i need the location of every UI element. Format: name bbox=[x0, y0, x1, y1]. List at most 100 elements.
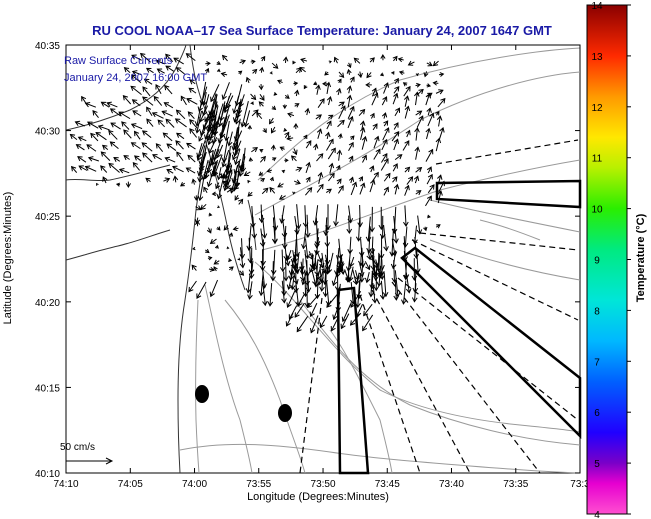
current-vector bbox=[180, 182, 186, 187]
current-vector bbox=[393, 138, 400, 151]
current-vector bbox=[333, 56, 339, 64]
colorbar-tick-label: 13 bbox=[591, 52, 603, 63]
current-vector bbox=[292, 148, 298, 156]
current-vector bbox=[426, 166, 432, 174]
current-vector bbox=[294, 215, 300, 235]
current-vector bbox=[133, 130, 141, 140]
current-vector bbox=[301, 226, 307, 250]
current-vector bbox=[106, 101, 118, 108]
current-vector bbox=[293, 81, 299, 86]
current-vector bbox=[338, 105, 346, 120]
current-vector bbox=[425, 92, 432, 106]
current-vector bbox=[354, 270, 360, 281]
current-vector bbox=[187, 111, 195, 120]
current-vector bbox=[175, 140, 184, 150]
current-vector bbox=[100, 101, 110, 108]
current-vector bbox=[100, 165, 108, 173]
current-vector bbox=[194, 220, 201, 227]
current-vector bbox=[305, 140, 312, 149]
current-vector bbox=[237, 257, 241, 261]
current-vector bbox=[285, 312, 294, 327]
scale-arrow-label: 50 cm/s bbox=[60, 442, 95, 453]
current-vector bbox=[319, 315, 328, 329]
current-vector bbox=[357, 71, 363, 79]
current-vector bbox=[404, 166, 411, 173]
current-vector bbox=[165, 118, 175, 128]
current-vector bbox=[348, 141, 354, 152]
current-vector bbox=[259, 155, 266, 163]
current-vector bbox=[294, 303, 305, 318]
x-tick-label: 74:05 bbox=[118, 479, 143, 490]
current-vector bbox=[316, 153, 324, 162]
current-vector bbox=[303, 85, 308, 90]
current-vector bbox=[141, 142, 153, 152]
current-vector bbox=[156, 68, 165, 74]
current-vector bbox=[208, 137, 218, 154]
current-vector bbox=[77, 156, 87, 163]
current-vector bbox=[163, 102, 174, 109]
current-vector bbox=[305, 176, 311, 183]
current-vector bbox=[209, 238, 217, 244]
overlay-label-1: Raw Surface Currents bbox=[64, 55, 173, 67]
current-vector bbox=[415, 110, 423, 116]
current-vector bbox=[132, 162, 141, 171]
current-vector bbox=[130, 74, 142, 84]
current-vector bbox=[231, 164, 239, 184]
current-vector bbox=[211, 126, 218, 145]
current-vector bbox=[340, 313, 350, 330]
current-vector bbox=[87, 156, 99, 162]
current-vector bbox=[118, 168, 130, 174]
current-vector bbox=[260, 178, 266, 183]
current-vector bbox=[223, 120, 230, 142]
current-vector bbox=[379, 280, 386, 300]
current-vector bbox=[213, 103, 224, 131]
current-vector bbox=[327, 147, 336, 160]
current-vector bbox=[165, 65, 175, 72]
current-vector bbox=[272, 157, 277, 162]
current-vector bbox=[123, 67, 131, 74]
current-vector bbox=[123, 155, 130, 161]
current-vector bbox=[193, 195, 199, 201]
current-vector bbox=[205, 248, 210, 254]
current-vector bbox=[212, 154, 223, 177]
current-vector bbox=[322, 81, 328, 87]
current-vector bbox=[437, 190, 443, 204]
current-vector bbox=[157, 119, 165, 128]
current-vector bbox=[220, 71, 228, 77]
current-vector bbox=[173, 57, 184, 65]
current-vector bbox=[350, 135, 355, 141]
x-tick-label: 73:55 bbox=[246, 479, 271, 490]
current-vector bbox=[304, 107, 311, 116]
current-vector bbox=[427, 112, 435, 127]
current-vector bbox=[281, 280, 287, 304]
current-vector bbox=[198, 126, 207, 142]
current-vector bbox=[425, 127, 431, 140]
current-vector bbox=[413, 175, 420, 184]
current-vector bbox=[270, 126, 276, 134]
current-vector bbox=[381, 138, 388, 151]
current-vector bbox=[197, 174, 205, 202]
current-vector bbox=[130, 85, 142, 95]
current-vector bbox=[221, 54, 228, 62]
y-tick-label: 40:25 bbox=[35, 212, 60, 223]
current-vector bbox=[435, 224, 441, 229]
current-vector bbox=[282, 104, 287, 110]
current-vector bbox=[176, 132, 185, 140]
current-vector bbox=[336, 255, 343, 274]
current-vector bbox=[294, 89, 300, 97]
current-vector bbox=[247, 281, 253, 300]
current-vector bbox=[335, 164, 341, 171]
current-vector bbox=[196, 143, 203, 159]
current-vector bbox=[87, 121, 99, 129]
x-tick-label: 73:45 bbox=[375, 479, 400, 490]
current-vector bbox=[346, 62, 352, 69]
current-vector bbox=[406, 176, 414, 185]
current-vector bbox=[359, 126, 366, 140]
current-vector bbox=[109, 108, 121, 117]
current-vector bbox=[377, 255, 384, 278]
current-vector bbox=[338, 71, 345, 79]
current-vector bbox=[404, 105, 411, 119]
colorbar-tick-label: 4 bbox=[594, 510, 600, 519]
current-vector bbox=[286, 249, 292, 261]
current-vector bbox=[281, 169, 286, 174]
